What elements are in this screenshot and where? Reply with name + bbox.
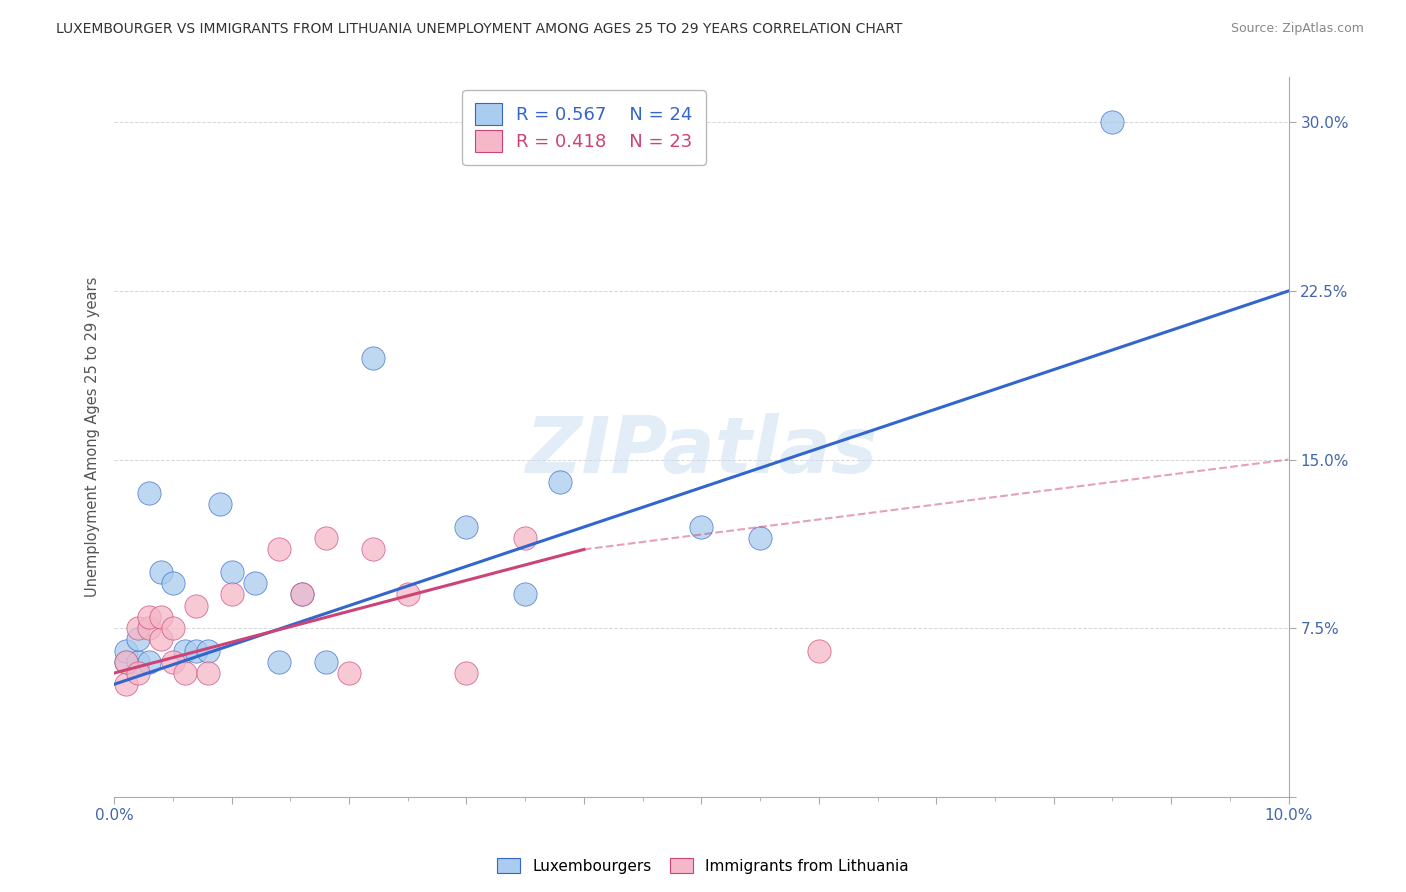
Point <box>150 565 173 579</box>
Point <box>115 677 138 691</box>
Point <box>115 655 138 669</box>
Point <box>291 587 314 601</box>
Point <box>127 621 149 635</box>
Point <box>1101 115 1123 129</box>
Point <box>127 632 149 647</box>
Text: LUXEMBOURGER VS IMMIGRANTS FROM LITHUANIA UNEMPLOYMENT AMONG AGES 25 TO 29 YEARS: LUXEMBOURGER VS IMMIGRANTS FROM LITHUANI… <box>56 22 903 37</box>
Text: ZIPatlas: ZIPatlas <box>526 413 877 490</box>
Legend: R = 0.567    N = 24, R = 0.418    N = 23: R = 0.567 N = 24, R = 0.418 N = 23 <box>463 90 706 165</box>
Point <box>173 643 195 657</box>
Point <box>291 587 314 601</box>
Point <box>221 565 243 579</box>
Y-axis label: Unemployment Among Ages 25 to 29 years: Unemployment Among Ages 25 to 29 years <box>86 277 100 598</box>
Point <box>127 655 149 669</box>
Point <box>162 621 184 635</box>
Point <box>361 351 384 366</box>
Point <box>138 486 160 500</box>
Point <box>315 655 337 669</box>
Point <box>267 655 290 669</box>
Legend: Luxembourgers, Immigrants from Lithuania: Luxembourgers, Immigrants from Lithuania <box>491 852 915 880</box>
Point <box>138 610 160 624</box>
Point <box>162 576 184 591</box>
Point <box>186 599 208 613</box>
Point <box>197 643 219 657</box>
Point <box>456 520 478 534</box>
Point <box>690 520 713 534</box>
Point <box>173 666 195 681</box>
Point <box>186 643 208 657</box>
Point <box>115 655 138 669</box>
Point <box>243 576 266 591</box>
Point <box>138 655 160 669</box>
Point <box>515 587 537 601</box>
Point <box>150 632 173 647</box>
Point <box>749 531 772 545</box>
Point <box>162 655 184 669</box>
Point <box>127 666 149 681</box>
Text: Source: ZipAtlas.com: Source: ZipAtlas.com <box>1230 22 1364 36</box>
Point <box>115 643 138 657</box>
Point <box>807 643 830 657</box>
Point <box>315 531 337 545</box>
Point <box>150 610 173 624</box>
Point <box>208 498 231 512</box>
Point <box>361 542 384 557</box>
Point <box>337 666 360 681</box>
Point <box>396 587 419 601</box>
Point <box>138 621 160 635</box>
Point <box>197 666 219 681</box>
Point <box>267 542 290 557</box>
Point <box>456 666 478 681</box>
Point <box>550 475 572 489</box>
Point <box>221 587 243 601</box>
Point <box>515 531 537 545</box>
